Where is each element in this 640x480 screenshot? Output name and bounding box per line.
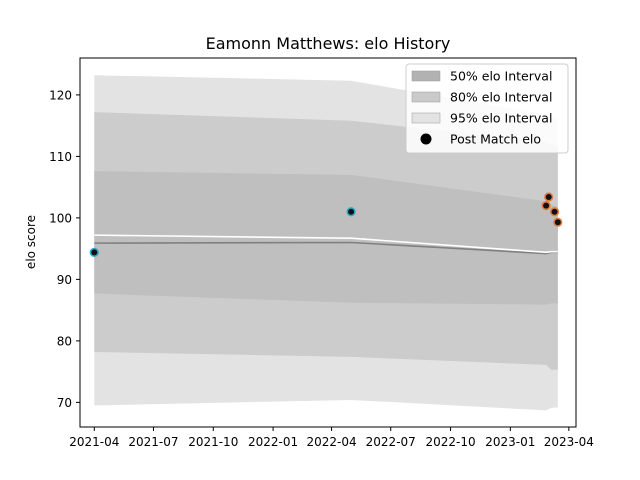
legend-label-3: Post Match elo [450, 132, 541, 147]
plot-area [89, 75, 563, 411]
post-match-points [89, 192, 563, 257]
post-match-point-0 [89, 247, 99, 257]
y-tick-label-2: 90 [57, 273, 72, 287]
x-tick-label-5: 2022-07 [366, 435, 416, 449]
legend-label-0: 50% elo Interval [450, 69, 552, 84]
y-tick-label-5: 120 [49, 88, 72, 102]
legend-swatch-0 [411, 70, 441, 82]
legend-box [405, 63, 569, 154]
post-match-point-1 [346, 207, 356, 217]
legend-label-1: 80% elo Interval [450, 90, 552, 105]
plot-frame [79, 57, 577, 428]
y-tick-label-4: 110 [49, 150, 72, 164]
legend-swatch-1 [411, 91, 441, 103]
reference-elo-line [94, 234, 558, 254]
y-axis: 70 80 90 100 110 120 [49, 88, 80, 410]
x-axis: 2021-04 2021-07 2021-10 2022-01 2022-04 2022-… [69, 427, 594, 449]
post-match-point-4 [549, 207, 560, 217]
x-tick-label-2: 2021-10 [188, 435, 238, 449]
x-tick-label-8: 2023-04 [544, 435, 594, 449]
y-axis-label: elo score [24, 215, 38, 269]
legend-label-2: 95% elo Interval [450, 111, 552, 126]
x-tick-label-4: 2022-04 [307, 435, 357, 449]
chart-title: Eamonn Matthews: elo History [206, 34, 451, 53]
y-tick-label-3: 100 [49, 211, 72, 225]
x-tick-label-0: 2021-04 [69, 435, 119, 449]
trend-lines [94, 234, 558, 255]
legend: 50% elo Interval 80% elo Interval 95% elo … [405, 63, 569, 154]
post-match-point-5 [553, 217, 563, 227]
x-tick-label-7: 2023-01 [485, 435, 535, 449]
interval-bands [94, 75, 558, 411]
post-match-point-3 [544, 192, 554, 202]
x-tick-label-3: 2022-01 [248, 435, 298, 449]
y-tick-label-1: 80 [57, 334, 72, 348]
legend-swatch-2 [411, 112, 441, 124]
post-match-point-2 [541, 201, 551, 211]
x-tick-label-1: 2021-07 [128, 435, 178, 449]
legend-marker-3 [420, 133, 432, 145]
y-tick-label-0: 70 [57, 396, 72, 410]
x-tick-label-6: 2022-10 [425, 435, 475, 449]
